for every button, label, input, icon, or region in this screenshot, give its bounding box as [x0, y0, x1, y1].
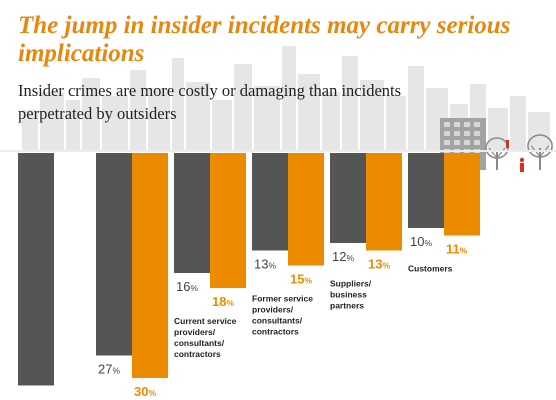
bar-series2-3: [210, 153, 246, 288]
bar-series1-4: [252, 153, 288, 251]
skyline-building: [254, 86, 280, 150]
skyline-building: [488, 108, 508, 150]
skyline-building: [510, 96, 526, 150]
skyline-building: [360, 80, 384, 150]
labels-layer: 27% 16% 13% 12% 10% 30% 18% 15% 13% 11% Current se…: [98, 234, 468, 399]
bar-series1-5: [330, 153, 366, 243]
skyline-building: [298, 74, 320, 150]
skyline-building: [386, 96, 406, 150]
bar-series1-6: [408, 153, 444, 228]
building-window: [464, 131, 470, 136]
category-label-4: Former service providers/consultants/cont…: [252, 294, 313, 337]
skyline-building: [172, 58, 184, 150]
chart-title: The jump in insider incidents may carry …: [18, 12, 511, 67]
ground-shadow: [0, 150, 556, 152]
building-window: [464, 140, 470, 145]
skyline-building: [212, 100, 232, 150]
value-label-series2-6: 11%: [446, 242, 468, 257]
building-window: [474, 131, 480, 136]
skyline-building: [322, 92, 340, 150]
bar-series2-6: [444, 153, 480, 236]
building-window: [444, 140, 450, 145]
skyline-building: [186, 82, 210, 150]
skyline-building: [342, 56, 358, 150]
signal-light: [506, 140, 509, 148]
skyline-building: [408, 66, 424, 150]
skyline-building: [528, 112, 550, 150]
building-window: [474, 140, 480, 145]
skyline-building: [40, 92, 64, 150]
category-label-5: Suppliers/business partners: [330, 279, 372, 311]
bar-series1-3: [174, 153, 210, 273]
person-figure: [519, 157, 525, 172]
building-window: [454, 122, 460, 127]
city-skyline-illustration: [22, 46, 550, 150]
skyline-building: [66, 100, 80, 150]
category-label-3: Current service providers/consultants/con…: [174, 316, 237, 359]
skyline-building: [82, 78, 100, 150]
building-window: [464, 122, 470, 127]
value-label-series2-4: 15%: [290, 272, 312, 287]
bar-series1-2: [96, 153, 132, 356]
bars-layer: [18, 153, 480, 386]
skyline-building: [234, 64, 252, 150]
value-label-series1-2: 27%: [98, 362, 120, 377]
value-label-series1-4: 13%: [254, 257, 276, 272]
value-label-series1-6: 10%: [410, 234, 432, 249]
bar-series1-1: [18, 153, 54, 386]
value-label-series1-5: 12%: [332, 249, 354, 264]
skyline-building: [130, 70, 146, 150]
building-window: [444, 122, 450, 127]
value-label-series2-2: 30%: [134, 384, 156, 399]
skyline-building: [282, 46, 296, 150]
bar-series2-4: [288, 153, 324, 266]
bar-series2-2: [132, 153, 168, 378]
skyline-building: [102, 96, 128, 150]
skyline-building: [148, 88, 170, 150]
value-label-series2-5: 13%: [368, 257, 390, 272]
bar-series2-5: [366, 153, 402, 251]
category-label-6: Customers: [408, 264, 453, 274]
value-label-series2-3: 18%: [212, 294, 234, 309]
skyline-building: [22, 110, 38, 150]
building-window: [454, 140, 460, 145]
building-window: [454, 131, 460, 136]
building-window: [474, 122, 480, 127]
chart-subtitle: Insider crimes are more costly or damagi…: [18, 81, 402, 123]
value-label-series1-3: 16%: [176, 279, 198, 294]
building-window: [444, 131, 450, 136]
